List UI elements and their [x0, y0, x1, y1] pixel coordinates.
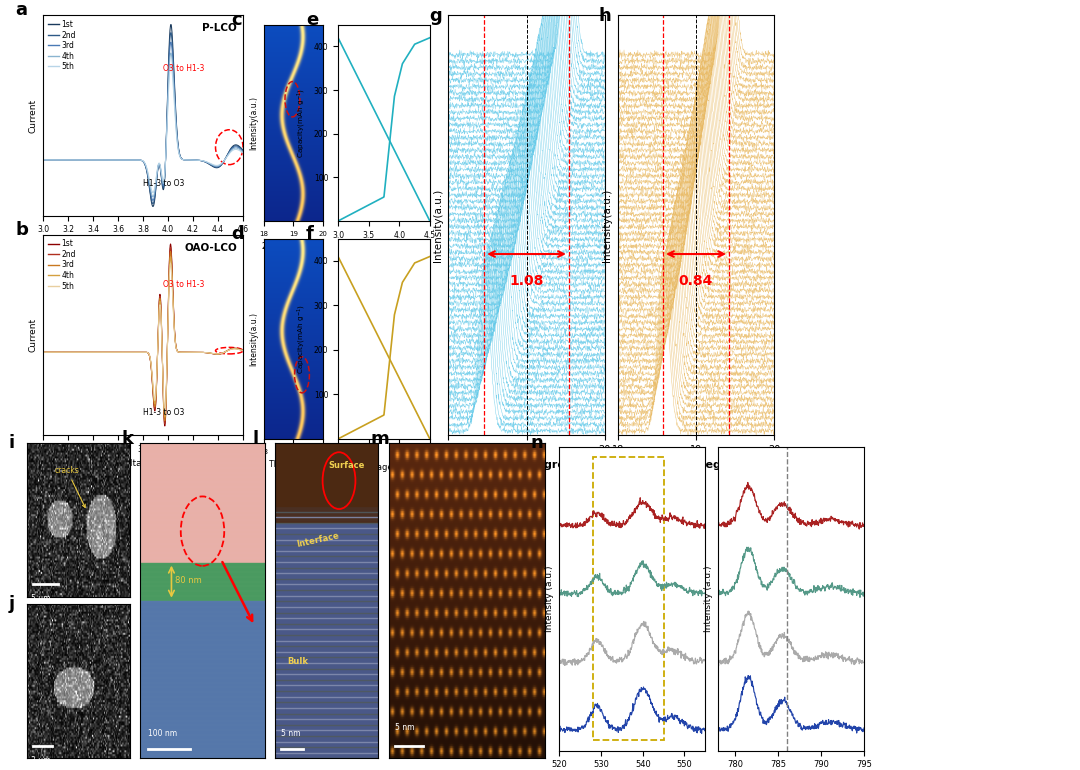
Text: e: e — [306, 11, 319, 29]
X-axis label: 2 Theta(degree): 2 Theta(degree) — [476, 460, 577, 470]
Text: 5 nm: 5 nm — [395, 723, 415, 732]
Text: a: a — [15, 2, 27, 19]
X-axis label: Voltage(V): Voltage(V) — [362, 246, 406, 254]
X-axis label: Voltage(V): Voltage(V) — [120, 240, 166, 249]
Text: H1-3 to O3: H1-3 to O3 — [144, 408, 185, 417]
Text: g: g — [430, 7, 442, 25]
Bar — [593, 457, 663, 740]
X-axis label: 2 Theta(degree): 2 Theta(degree) — [262, 243, 324, 251]
Text: f: f — [306, 225, 314, 243]
Text: P-LCO: P-LCO — [202, 23, 237, 33]
X-axis label: Voltage(V): Voltage(V) — [120, 460, 166, 468]
Y-axis label: Current: Current — [29, 99, 38, 132]
Text: O3 to H1-3: O3 to H1-3 — [163, 280, 204, 289]
Text: Surface: Surface — [328, 461, 365, 470]
Text: O3 to H1-3: O3 to H1-3 — [163, 65, 204, 73]
Y-axis label: Intensity(a.u.): Intensity(a.u.) — [249, 95, 258, 150]
Text: m: m — [370, 430, 389, 448]
Text: c: c — [231, 11, 242, 29]
Text: b: b — [15, 221, 28, 239]
Y-axis label: Intensity(a.u.): Intensity(a.u.) — [433, 189, 443, 262]
Text: 100 nm: 100 nm — [148, 729, 177, 738]
Text: i: i — [9, 434, 15, 451]
Text: h: h — [599, 7, 611, 25]
Text: 1.08: 1.08 — [510, 274, 543, 288]
Text: cracks: cracks — [54, 466, 85, 507]
Y-axis label: Capacity(mAh g$^{-1}$): Capacity(mAh g$^{-1}$) — [296, 88, 308, 158]
Text: 0.84: 0.84 — [679, 274, 713, 288]
Text: Bulk: Bulk — [287, 657, 309, 666]
Text: 3 μm: 3 μm — [30, 755, 51, 765]
Y-axis label: Intensity(a.u.): Intensity(a.u.) — [249, 312, 258, 366]
Text: k: k — [122, 430, 134, 448]
Y-axis label: Intensity(a.u.): Intensity(a.u.) — [603, 189, 612, 262]
Text: l: l — [253, 430, 259, 448]
X-axis label: 2 Theta(degree): 2 Theta(degree) — [262, 460, 324, 469]
Text: n: n — [530, 434, 543, 453]
Text: 5 nm: 5 nm — [281, 729, 300, 738]
Y-axis label: Capacity(mAh g$^{-1}$): Capacity(mAh g$^{-1}$) — [296, 304, 308, 373]
Legend: 1st, 2nd, 3rd, 4th, 5th: 1st, 2nd, 3rd, 4th, 5th — [48, 239, 77, 291]
Text: j: j — [9, 595, 15, 613]
X-axis label: Voltage(V): Voltage(V) — [362, 464, 406, 472]
Text: 80 nm: 80 nm — [175, 576, 202, 584]
Y-axis label: Intensity (a.u.): Intensity (a.u.) — [704, 565, 713, 632]
Text: H1-3 to O3: H1-3 to O3 — [144, 179, 185, 188]
Legend: 1st, 2nd, 3rd, 4th, 5th: 1st, 2nd, 3rd, 4th, 5th — [48, 19, 77, 72]
X-axis label: 2 Theta(degree): 2 Theta(degree) — [646, 460, 746, 470]
Y-axis label: Intensity (a.u.): Intensity (a.u.) — [545, 565, 554, 632]
Text: 5 μm: 5 μm — [30, 594, 51, 603]
Text: OAO-LCO: OAO-LCO — [185, 243, 237, 253]
Text: Interface: Interface — [296, 531, 340, 549]
Y-axis label: Current: Current — [29, 318, 38, 352]
Text: d: d — [231, 225, 244, 243]
